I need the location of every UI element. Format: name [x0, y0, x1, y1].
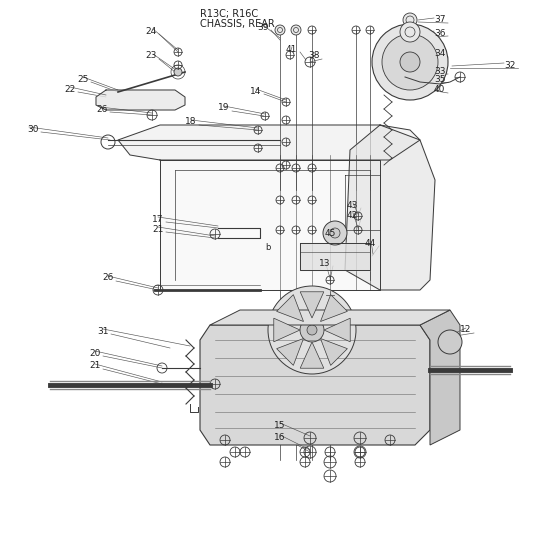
Polygon shape — [300, 292, 324, 318]
Text: b: b — [265, 244, 270, 253]
Text: 40: 40 — [434, 86, 445, 95]
Circle shape — [300, 318, 324, 342]
Text: 25: 25 — [77, 74, 88, 83]
Circle shape — [438, 330, 462, 354]
Text: 15: 15 — [274, 421, 286, 430]
Circle shape — [323, 221, 347, 245]
Text: 14: 14 — [250, 86, 262, 96]
Circle shape — [275, 25, 285, 35]
Circle shape — [330, 228, 340, 238]
Text: 16: 16 — [274, 432, 286, 441]
Polygon shape — [277, 295, 304, 321]
Text: CHASSIS, REAR: CHASSIS, REAR — [200, 19, 275, 29]
Circle shape — [174, 68, 182, 76]
Text: 36: 36 — [434, 29, 446, 38]
Polygon shape — [277, 338, 304, 365]
Text: 23: 23 — [145, 52, 156, 60]
Text: 30: 30 — [27, 124, 39, 133]
Polygon shape — [118, 125, 420, 160]
Text: 39: 39 — [257, 22, 268, 31]
Text: 22: 22 — [64, 85, 75, 94]
Circle shape — [268, 286, 356, 374]
Polygon shape — [210, 310, 450, 325]
Text: 35: 35 — [434, 74, 446, 83]
Text: 42: 42 — [347, 211, 358, 220]
Text: 44: 44 — [365, 239, 376, 248]
Circle shape — [403, 13, 417, 27]
Text: 32: 32 — [504, 60, 515, 69]
Polygon shape — [160, 160, 380, 290]
Polygon shape — [324, 318, 350, 342]
Polygon shape — [420, 310, 460, 445]
Text: 43: 43 — [347, 200, 358, 209]
Text: 13: 13 — [319, 259, 330, 268]
Text: 21: 21 — [89, 362, 100, 371]
Polygon shape — [320, 338, 347, 365]
Polygon shape — [300, 342, 324, 368]
Polygon shape — [345, 125, 435, 290]
Circle shape — [372, 24, 448, 100]
Circle shape — [400, 52, 420, 72]
Circle shape — [307, 325, 317, 335]
Text: 19: 19 — [218, 104, 230, 113]
Text: 41: 41 — [286, 44, 297, 54]
Text: 12: 12 — [460, 325, 472, 334]
Text: 33: 33 — [434, 67, 446, 76]
Text: 17: 17 — [152, 214, 164, 223]
Text: 18: 18 — [185, 118, 197, 127]
Polygon shape — [300, 243, 370, 270]
Polygon shape — [320, 295, 347, 321]
Circle shape — [382, 34, 438, 90]
Text: 26: 26 — [96, 105, 108, 114]
Text: 37: 37 — [434, 16, 446, 25]
Text: 38: 38 — [308, 52, 320, 60]
Polygon shape — [96, 90, 185, 110]
Text: 21: 21 — [152, 225, 164, 234]
Text: R13C; R16C: R13C; R16C — [200, 9, 258, 19]
Text: 24: 24 — [145, 26, 156, 35]
Circle shape — [291, 25, 301, 35]
Text: 20: 20 — [89, 348, 100, 357]
Text: 34: 34 — [434, 49, 445, 58]
Polygon shape — [274, 318, 300, 342]
Text: 45: 45 — [325, 228, 337, 237]
Text: 26: 26 — [102, 273, 113, 282]
Polygon shape — [200, 325, 430, 445]
Text: 31: 31 — [97, 326, 109, 335]
Circle shape — [400, 22, 420, 42]
